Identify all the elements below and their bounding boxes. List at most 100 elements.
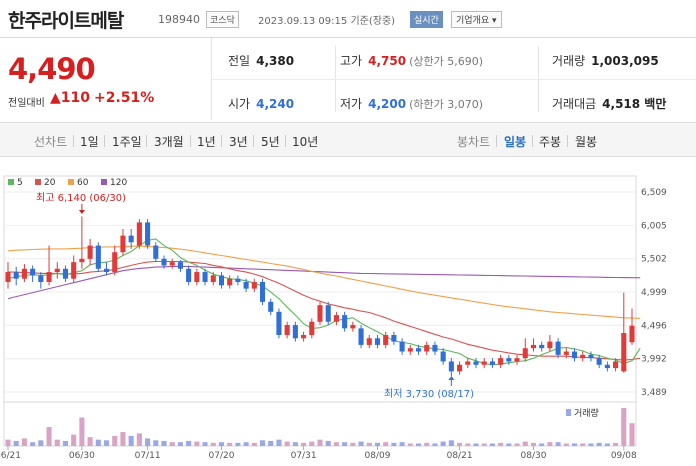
x-tick-label: 07/31 <box>291 451 317 461</box>
stat-value: 4,200 <box>368 97 407 111</box>
candle-body <box>415 348 422 352</box>
y-tick-label: 3,489 <box>641 388 667 398</box>
volume-bar <box>629 423 635 446</box>
volume-bar <box>522 441 528 446</box>
moving-average-ma5 <box>7 238 641 366</box>
candle-body <box>604 364 610 369</box>
divider <box>532 135 533 147</box>
tab-monthly[interactable]: 월봉 <box>575 135 598 149</box>
stat-value: 4,240 <box>256 97 295 111</box>
volume-bar <box>235 442 241 446</box>
candle-body <box>112 252 118 273</box>
volume-label: 거래량 <box>574 407 599 419</box>
volume-bar <box>79 417 85 446</box>
candle-body <box>457 364 463 372</box>
up-arrow-icon: ▲ <box>50 90 61 106</box>
y-tick-label: 4,999 <box>641 288 667 298</box>
volume-bar <box>498 442 504 446</box>
volume-bar <box>103 440 110 446</box>
stat-open: 시가 4,240 <box>228 95 294 112</box>
candle-body <box>21 268 27 279</box>
candle-body <box>46 272 52 282</box>
divider <box>253 135 254 147</box>
x-tick-label: 06/30 <box>69 451 95 461</box>
divider <box>73 135 74 147</box>
x-tick-label: 08/09 <box>365 451 391 461</box>
divider <box>190 135 191 147</box>
legend-label: 120 <box>110 178 127 188</box>
y-tick-label: 3,992 <box>641 355 667 365</box>
volume-bar <box>374 442 381 446</box>
candle-body <box>284 325 290 335</box>
volume-bar <box>169 442 175 446</box>
volume-bar <box>268 440 274 446</box>
volume-bar <box>415 443 422 446</box>
stat-value: 4,380 <box>256 54 295 68</box>
change-label: 전일대비 <box>8 98 45 109</box>
legend-label: 20 <box>44 178 56 188</box>
price-chart[interactable]: 6,509 6,005 5,502 4,999 4,496 3,992 3,489 06/21… <box>0 158 696 466</box>
stat-volume: 거래량 1,003,095 <box>552 52 659 69</box>
divider <box>221 135 222 147</box>
tab-1d[interactable]: 1일 <box>80 135 99 149</box>
candle-chart-label[interactable]: 봉차트 <box>457 135 491 149</box>
corp-info-dropdown[interactable]: 기업개요 ▾ <box>451 11 502 28</box>
tab-3y[interactable]: 3년 <box>229 135 248 149</box>
candle-body <box>325 305 331 322</box>
divider <box>496 135 497 147</box>
candle-body <box>391 334 397 342</box>
stock-code: 198940 <box>158 13 200 26</box>
realtime-button[interactable]: 실시간 <box>410 11 443 28</box>
tab-5y[interactable]: 5년 <box>261 135 280 149</box>
stat-sub: (상한가 5,690) <box>409 55 483 68</box>
candle-body <box>506 358 512 362</box>
volume-bar <box>325 440 331 446</box>
y-tick-label: 6,509 <box>641 188 667 198</box>
candle-body <box>276 311 282 335</box>
divider <box>146 135 147 147</box>
stat-label: 전일 <box>228 54 251 68</box>
candle-body <box>407 348 413 352</box>
candle-body <box>498 358 504 365</box>
volume-bar <box>514 443 520 446</box>
volume-bar <box>424 442 430 446</box>
volume-bar <box>284 441 290 446</box>
change-abs-value: 110 <box>60 90 91 106</box>
tab-1w[interactable]: 1주일 <box>112 135 142 149</box>
candle-body <box>13 272 19 279</box>
volume-bar <box>621 408 627 446</box>
candle-body <box>489 361 495 365</box>
volume-bar <box>506 443 512 446</box>
line-chart-label[interactable]: 선차트 <box>34 135 68 149</box>
price-summary: 4,490 전일대비 ▲110 +2.51% <box>0 38 212 120</box>
candle-body <box>629 325 635 343</box>
candle-body <box>292 325 298 339</box>
candle-body <box>5 272 11 282</box>
candle-body <box>120 235 126 253</box>
candle-body <box>580 354 586 359</box>
candle-body <box>481 361 487 365</box>
stat-value: 4,750 <box>368 54 407 68</box>
candle-body <box>87 245 93 259</box>
moving-average-ma60 <box>7 245 641 319</box>
stock-name: 한주라이트메탈 <box>8 10 124 32</box>
stock-header: 한주라이트메탈 198940 코스닥 2023.09.13 09:15 기준(장… <box>0 0 696 38</box>
legend-swatch <box>35 179 41 185</box>
tab-1y[interactable]: 1년 <box>197 135 216 149</box>
candle-body <box>342 315 348 329</box>
candle-body <box>588 354 594 359</box>
candle-body <box>62 268 69 279</box>
tab-10y[interactable]: 10년 <box>292 135 319 149</box>
tab-daily[interactable]: 일봉 <box>504 135 527 149</box>
candle-body <box>153 245 159 259</box>
high-arrow-head <box>78 210 85 214</box>
candle-body <box>202 272 208 282</box>
candle-body <box>473 361 479 365</box>
tab-weekly[interactable]: 주봉 <box>539 135 562 149</box>
volume-bar <box>613 442 619 446</box>
market-badge: 코스닥 <box>206 11 239 28</box>
tab-3m[interactable]: 3개월 <box>154 135 184 149</box>
y-tick-label: 4,496 <box>641 321 667 331</box>
change-percent: +2.51% <box>94 90 155 106</box>
stat-sub: (하한가 3,070) <box>409 98 483 111</box>
